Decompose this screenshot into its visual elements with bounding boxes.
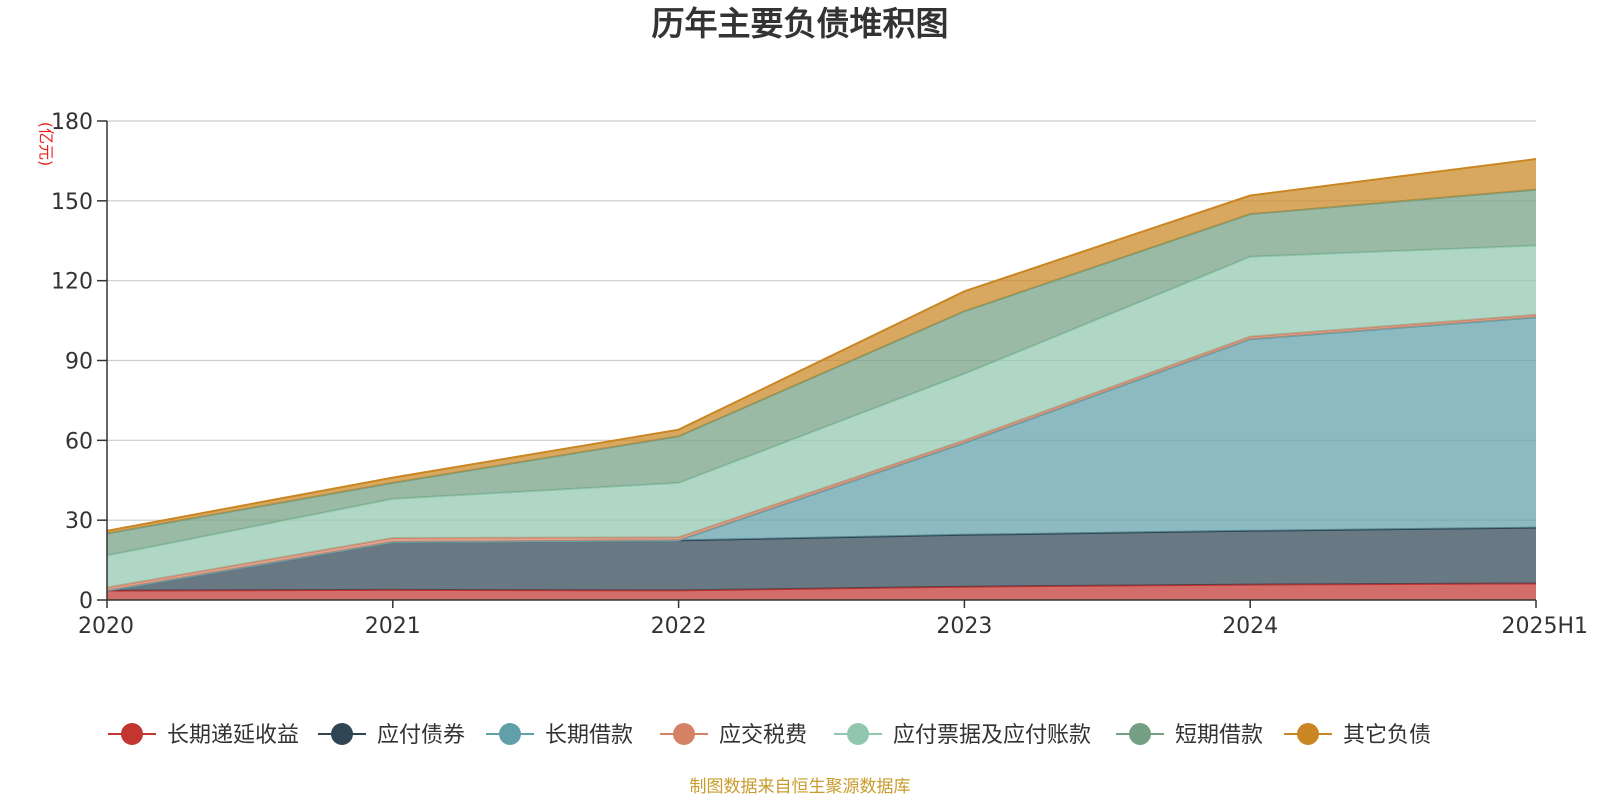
y-tick-label: 60: [65, 429, 93, 454]
x-tick-label: 2023: [936, 614, 992, 639]
series-line-6: [106, 158, 1537, 532]
legend-label: 应付债券: [377, 723, 465, 748]
y-tick-label: 30: [65, 509, 93, 534]
area-2: [107, 317, 1536, 591]
area-1: [107, 527, 1536, 591]
axes: 0 30 60 90 120 150 180 2020 2021 2022 2023 2024 2025…: [51, 110, 1588, 639]
legend-dot-marker: [1297, 723, 1319, 745]
legend-dot-marker: [673, 723, 695, 745]
legend-dot-marker: [121, 723, 143, 745]
legend-label: 长期递延收益: [167, 723, 299, 748]
source-note: 制图数据来自恒生聚源数据库: [690, 777, 911, 797]
legend-label: 应付票据及应付账款: [893, 723, 1091, 748]
legend-item: 长期借款: [486, 723, 633, 748]
legend-label: 应交税费: [719, 723, 807, 748]
legend-item: 其它负债: [1284, 723, 1431, 748]
legend-item: 应付票据及应付账款: [834, 723, 1091, 748]
y-tick-label: 0: [79, 589, 93, 614]
legend-dot-marker: [499, 723, 521, 745]
legend-dot-marker: [847, 723, 869, 745]
area-5: [107, 189, 1536, 556]
legend-label: 其它负债: [1343, 723, 1431, 748]
x-tick-label: 2022: [651, 614, 707, 639]
legend-label: 长期借款: [545, 723, 633, 748]
series-areas: [106, 158, 1537, 600]
area-6: [107, 159, 1536, 534]
legend-item: 应交税费: [660, 723, 807, 748]
legend-item: 长期递延收益: [108, 723, 299, 748]
chart-title: 历年主要负债堆积图: [652, 4, 949, 43]
y-tick-label: 90: [65, 350, 93, 375]
x-tick-label: 2020: [78, 614, 134, 639]
area-4: [107, 245, 1536, 588]
y-tick-label: 150: [51, 190, 93, 215]
legend-label: 短期借款: [1175, 723, 1263, 748]
legend: 长期递延收益 应付债券 长期借款 应交税费 应付票据及应付账款 短期借款 其它负债: [108, 723, 1431, 748]
y-axis-unit-label: (亿元): [37, 122, 56, 167]
y-tick-label: 120: [51, 270, 93, 295]
legend-dot-marker: [331, 723, 353, 745]
series-line-4: [106, 244, 1537, 557]
legend-item: 短期借款: [1116, 723, 1263, 748]
y-tick-label: 180: [51, 110, 93, 135]
x-tick-label: 2025H1: [1501, 614, 1588, 639]
legend-dot-marker: [1129, 723, 1151, 745]
x-tick-label: 2024: [1222, 614, 1278, 639]
legend-item: 应付债券: [318, 723, 465, 748]
area-0: [107, 583, 1536, 600]
x-tick-label: 2021: [365, 614, 421, 639]
